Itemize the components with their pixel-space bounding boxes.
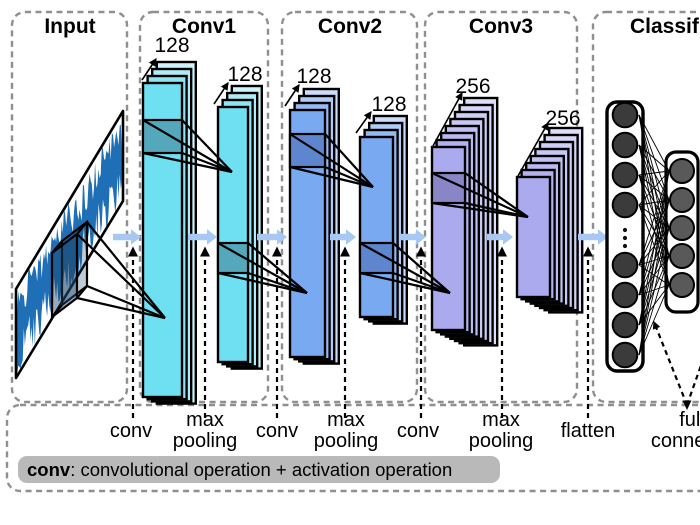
depth-arrow bbox=[213, 82, 229, 105]
neuron bbox=[611, 101, 639, 129]
section-box bbox=[138, 10, 270, 404]
feature-count-conv1-a: 128 bbox=[154, 34, 190, 57]
receptive-band bbox=[430, 171, 467, 205]
depth-arrow bbox=[517, 121, 549, 177]
feature-map-stack bbox=[358, 114, 408, 325]
ellipsis-dot bbox=[622, 243, 628, 249]
fully-connected-arrowhead bbox=[682, 400, 692, 410]
section-title-conv3: Conv3 bbox=[468, 15, 534, 38]
depth-arrow bbox=[355, 111, 372, 134]
neuron bbox=[611, 161, 639, 189]
legend-definition: : convolutional operation + activation o… bbox=[70, 459, 453, 480]
feature-count-conv3-a: 256 bbox=[455, 75, 491, 98]
flow-arrow bbox=[113, 229, 141, 245]
flow-arrow bbox=[257, 229, 287, 245]
ellipsis-dot bbox=[622, 235, 628, 241]
section-title-classifier: Classifier bbox=[630, 15, 700, 38]
op-label-maxpool-1: max pooling bbox=[172, 409, 238, 452]
fully-connected-arrow bbox=[685, 364, 700, 406]
input-signal bbox=[16, 124, 123, 375]
neuron bbox=[669, 243, 695, 269]
neuron bbox=[669, 158, 695, 184]
section-title-input: Input bbox=[44, 15, 96, 38]
classifier-layers bbox=[605, 100, 700, 373]
legend-box: conv: convolutional operation + activati… bbox=[18, 456, 500, 483]
feature-map-stack bbox=[141, 60, 198, 405]
feature-count-conv3-b: 256 bbox=[545, 107, 581, 130]
neuron bbox=[611, 251, 639, 279]
feature-count-conv1-b: 128 bbox=[227, 63, 263, 86]
depth-arrow bbox=[141, 58, 157, 81]
legend-term: conv bbox=[27, 459, 71, 480]
feature-map-stack bbox=[515, 126, 584, 314]
feature-map-stack bbox=[216, 84, 264, 370]
section-box bbox=[10, 10, 129, 404]
depth-arrow bbox=[432, 91, 463, 147]
flow-arrow bbox=[330, 229, 356, 245]
feature-map-stack bbox=[288, 87, 340, 365]
op-label-maxpool-2: max pooling bbox=[313, 409, 379, 452]
ellipsis-dot bbox=[622, 227, 628, 233]
neuron bbox=[669, 215, 695, 241]
neuron bbox=[611, 311, 639, 339]
neuron bbox=[669, 187, 695, 213]
neuron bbox=[611, 191, 639, 219]
input-panel-outline bbox=[14, 109, 125, 380]
op-label-conv-2: conv bbox=[255, 420, 299, 442]
fully-connected-arrow bbox=[652, 320, 689, 406]
op-label-conv-3: conv bbox=[396, 420, 440, 442]
neuron bbox=[611, 131, 639, 159]
neuron bbox=[669, 272, 695, 298]
depth-arrow bbox=[284, 84, 300, 107]
fully-connected-mesh bbox=[638, 114, 670, 356]
feature-count-conv2-a: 128 bbox=[296, 65, 332, 88]
flow-arrow bbox=[400, 229, 426, 245]
receptive-band bbox=[141, 118, 184, 155]
flow-arrow bbox=[487, 229, 513, 245]
flow-arrow bbox=[188, 229, 217, 245]
section-box bbox=[591, 10, 700, 404]
neuron bbox=[611, 281, 639, 309]
section-title-conv2: Conv2 bbox=[317, 15, 383, 38]
section-box bbox=[280, 10, 419, 404]
neuron bbox=[611, 341, 639, 369]
op-label-fully-connected: fully connected bbox=[650, 409, 700, 452]
op-label-conv-1: conv bbox=[109, 420, 153, 442]
feature-map-stack bbox=[430, 96, 499, 347]
op-label-flatten: flatten bbox=[560, 420, 616, 442]
feature-count-conv2-b: 128 bbox=[371, 93, 407, 116]
flow-arrow bbox=[578, 229, 608, 245]
op-label-maxpool-3: max pooling bbox=[468, 409, 534, 452]
operations-box bbox=[5, 403, 700, 493]
section-title-conv1: Conv1 bbox=[171, 15, 237, 38]
receptive-band bbox=[288, 132, 327, 169]
